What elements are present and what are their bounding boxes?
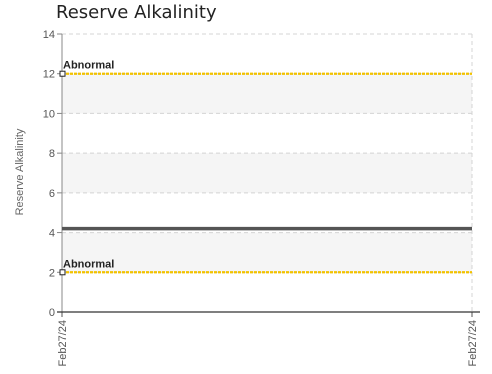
axes: 0 2 4 6 8 10 12 14 Feb27/24 Feb27/24: [43, 29, 480, 366]
y-tick-label-4: 8: [49, 148, 55, 160]
threshold-label-0: Abnormal: [63, 60, 114, 72]
threshold-lines: Abnormal Abnormal: [59, 60, 472, 276]
y-tick-label-3: 6: [49, 188, 55, 200]
y-tick-label-7: 14: [43, 29, 55, 41]
y-axis-label: Reserve Alkalinity: [14, 128, 26, 215]
y-tick-label-2: 4: [49, 228, 55, 240]
threshold-label-1: Abnormal: [63, 258, 114, 270]
band-0: [62, 73, 472, 114]
threshold-marker-0: [59, 70, 66, 77]
y-tick-label-6: 12: [43, 69, 55, 81]
background-bands: [62, 73, 472, 273]
band-1: [62, 153, 472, 193]
y-tick-label-5: 10: [43, 108, 55, 120]
x-tick-label-1: Feb27/24: [467, 320, 479, 366]
y-tick-label-1: 2: [49, 267, 55, 279]
y-tick-label-0: 0: [49, 307, 55, 319]
band-2: [62, 232, 472, 273]
chart-title: Reserve Alkalinity: [56, 2, 217, 23]
threshold-marker-1: [59, 269, 66, 276]
x-tick-label-0: Feb27/24: [57, 320, 69, 366]
